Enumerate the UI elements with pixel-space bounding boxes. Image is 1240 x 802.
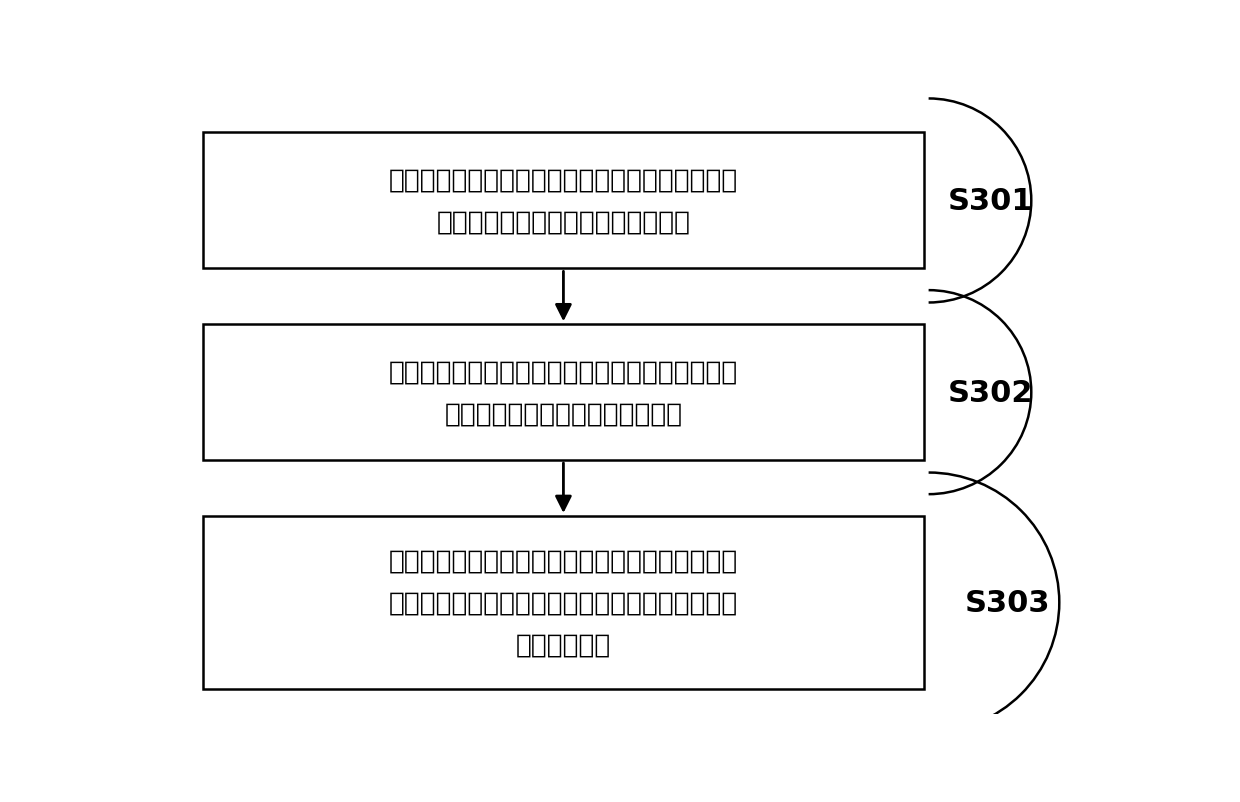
FancyBboxPatch shape	[203, 325, 924, 460]
Text: S301: S301	[947, 187, 1033, 216]
FancyBboxPatch shape	[203, 516, 924, 689]
Text: S302: S302	[947, 379, 1033, 407]
Text: 对处理后的谱图中，分别对应于待测样品的不同基
团的谱峰进行积分，从而确定待测样品中各个基团
的所占的比例: 对处理后的谱图中，分别对应于待测样品的不同基 团的谱峰进行积分，从而确定待测样品…	[389, 548, 738, 658]
Text: 依次对待测样品的谱图进行傅里叶变换，相位校正
以及基线校正，得到处理后的谱图: 依次对待测样品的谱图进行傅里叶变换，相位校正 以及基线校正，得到处理后的谱图	[389, 358, 738, 427]
Text: 基于预设的脉冲序列在固体核磁共振波谱仪对待测
样品进行测定，获得待测样品的谱图: 基于预设的脉冲序列在固体核磁共振波谱仪对待测 样品进行测定，获得待测样品的谱图	[389, 168, 738, 235]
Text: S303: S303	[965, 588, 1050, 617]
FancyBboxPatch shape	[203, 133, 924, 269]
